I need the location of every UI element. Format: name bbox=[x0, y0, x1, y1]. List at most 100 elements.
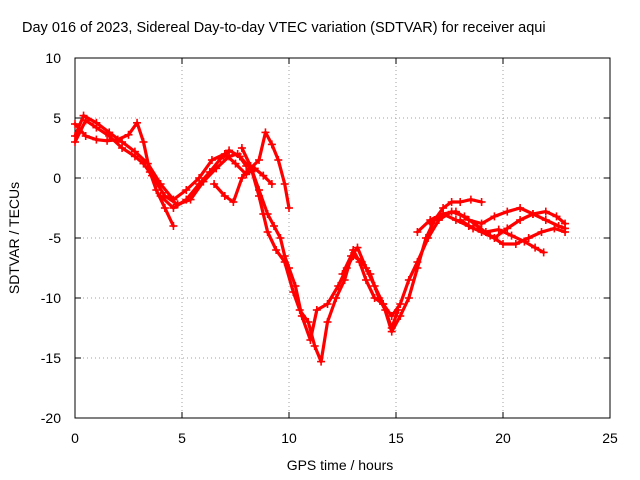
data-point bbox=[362, 264, 371, 272]
data-point bbox=[267, 180, 276, 188]
data-point bbox=[289, 288, 298, 296]
data-point bbox=[323, 300, 332, 308]
data-point bbox=[270, 222, 279, 230]
data-point bbox=[537, 228, 546, 236]
data-point bbox=[71, 132, 79, 140]
data-point bbox=[229, 198, 238, 206]
data-point bbox=[490, 212, 499, 221]
x-tick-label: 10 bbox=[281, 430, 297, 446]
data-point bbox=[255, 156, 264, 164]
data-point bbox=[464, 216, 473, 224]
y-tick-label: -10 bbox=[41, 290, 61, 306]
x-tick-label: 25 bbox=[602, 430, 618, 446]
data-point bbox=[280, 180, 289, 188]
x-tick-label: 0 bbox=[71, 430, 79, 446]
data-point bbox=[103, 136, 112, 145]
x-tick-label: 15 bbox=[388, 430, 404, 446]
data-point bbox=[169, 222, 178, 230]
data-point bbox=[246, 162, 255, 170]
data-point bbox=[396, 300, 405, 308]
y-axis-label: SDTVAR / TECUs bbox=[6, 182, 22, 294]
data-point bbox=[426, 219, 435, 228]
data-point bbox=[477, 219, 486, 228]
y-tick-label: -20 bbox=[41, 410, 61, 426]
data-point bbox=[541, 207, 550, 216]
data-point bbox=[516, 216, 525, 224]
series-layer bbox=[71, 111, 570, 366]
data-point bbox=[332, 294, 341, 302]
series-track-1 bbox=[73, 121, 175, 228]
series-track-6 bbox=[240, 146, 441, 364]
data-point bbox=[210, 180, 219, 188]
data-point bbox=[413, 228, 422, 236]
data-point bbox=[255, 192, 264, 200]
data-point bbox=[413, 264, 422, 272]
grid-layer bbox=[75, 58, 610, 418]
data-point bbox=[280, 258, 289, 266]
data-point bbox=[92, 135, 101, 144]
data-point bbox=[561, 224, 570, 233]
y-tick-label: 5 bbox=[53, 110, 61, 126]
data-point bbox=[169, 195, 178, 204]
data-point bbox=[139, 138, 148, 146]
data-point bbox=[511, 240, 520, 248]
data-point bbox=[477, 198, 486, 206]
data-point bbox=[124, 130, 133, 139]
data-point bbox=[304, 318, 313, 326]
data-point bbox=[370, 282, 379, 290]
data-point bbox=[156, 192, 165, 200]
y-tick-label: -15 bbox=[41, 350, 61, 366]
series-track-5 bbox=[212, 164, 400, 342]
data-point bbox=[421, 234, 430, 242]
ticks-layer: 0 5 10 15 20 25 -20 -15 -10 -5 0 5 10 bbox=[41, 50, 618, 446]
data-point bbox=[152, 186, 161, 194]
data-point bbox=[541, 216, 550, 224]
data-point bbox=[182, 186, 191, 194]
data-point bbox=[486, 231, 495, 240]
data-point bbox=[259, 171, 268, 180]
data-point bbox=[323, 318, 332, 326]
data-point bbox=[220, 192, 229, 200]
data-point bbox=[143, 159, 152, 168]
data-point bbox=[295, 306, 304, 314]
data-point bbox=[362, 276, 371, 284]
x-tick-label: 5 bbox=[178, 430, 186, 446]
data-point bbox=[439, 210, 448, 218]
data-point bbox=[81, 132, 90, 140]
data-point bbox=[182, 195, 191, 204]
data-point bbox=[481, 228, 490, 236]
data-point bbox=[404, 276, 413, 284]
data-point bbox=[451, 207, 460, 216]
data-point bbox=[338, 270, 347, 278]
data-point bbox=[340, 276, 349, 284]
y-tick-label: -5 bbox=[49, 230, 62, 246]
data-point bbox=[92, 118, 101, 127]
data-point bbox=[237, 144, 246, 152]
data-point bbox=[503, 207, 512, 216]
y-tick-label: 10 bbox=[45, 50, 61, 66]
data-point bbox=[404, 294, 413, 302]
data-point bbox=[466, 195, 475, 204]
data-point bbox=[79, 111, 88, 120]
data-point bbox=[317, 357, 326, 366]
data-point bbox=[160, 204, 169, 212]
data-point bbox=[552, 212, 561, 221]
data-point bbox=[531, 243, 540, 252]
data-point bbox=[347, 252, 356, 260]
data-point bbox=[516, 204, 525, 212]
data-point bbox=[387, 327, 396, 336]
data-point bbox=[259, 210, 268, 218]
chart-title: Day 016 of 2023, Sidereal Day-to-day VTE… bbox=[22, 20, 546, 36]
data-point bbox=[216, 154, 225, 163]
x-tick-label: 20 bbox=[495, 430, 511, 446]
data-point bbox=[520, 237, 529, 246]
data-point bbox=[195, 180, 204, 188]
data-point bbox=[499, 240, 507, 248]
data-point bbox=[130, 147, 139, 156]
data-point bbox=[507, 231, 516, 240]
data-point bbox=[231, 159, 240, 168]
series-track-3 bbox=[73, 114, 274, 202]
data-point bbox=[524, 234, 533, 242]
data-point bbox=[503, 224, 512, 233]
